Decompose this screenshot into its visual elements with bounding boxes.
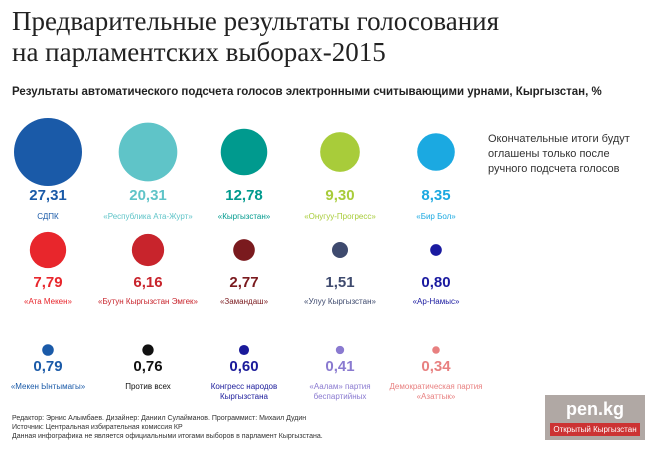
footer: Источник: Центральная избирательная коми… [12,424,183,431]
bubble [142,344,154,356]
chart-title: Предварительные результаты голосования н… [12,6,500,67]
value-label: 0,79 [33,358,63,375]
bubble [417,133,455,171]
bubble [335,345,345,355]
category-label: «Республика Ата-Журт» [103,212,193,221]
value-label: 7,79 [33,274,63,291]
bubble [332,242,348,258]
value-label: 1,51 [325,274,355,291]
bubble [14,118,82,186]
bubble [432,346,440,354]
value-label: 0,41 [325,358,355,375]
value-label: 6,16 [133,274,163,291]
category-label: Конгресс народов Кыргызстана [210,382,278,401]
category-label: «Ар-Намыс» [412,297,460,306]
value-label: 9,30 [325,187,355,204]
category-label: «Ата Мекен» [24,297,72,306]
bubble [118,122,178,182]
bubble [220,128,268,176]
footer: Редактор: Эрнис Алымбаев. Дизайнер: Дани… [12,415,307,422]
category-label: «Бутун Кыргызстан Эмгек» [98,297,198,306]
category-label: Демократическая партия «Азаттык» [389,382,483,401]
value-label: 2,77 [229,274,259,291]
value-label: 0,60 [229,358,259,375]
category-label: «Мекен Ынтымагы» [10,382,86,391]
bubble [233,239,255,261]
value-label: 20,31 [129,187,167,204]
bubble [320,132,360,172]
category-label: «Аалам» партия беспартийных [309,382,371,401]
value-label: 8,35 [421,187,451,204]
value-label: 0,76 [133,358,163,375]
logo-text: pen.kg [565,399,624,419]
value-label: 0,80 [421,274,451,291]
bubble [131,233,165,267]
value-label: 27,31 [29,187,67,204]
logo: pen.kg Открытый Кыргызстан [545,395,645,440]
footer: Данная инфографика не является официальн… [12,433,323,440]
bubble [42,344,54,356]
category-label: СДПК [37,212,59,221]
chart-subtitle: Результаты автоматического подсчета голо… [12,86,602,98]
category-label: «Улуу Кыргызстан» [304,297,376,306]
category-label: Против всех [125,382,171,391]
logo-text: Открытый Кыргызстан [550,423,640,436]
category-label: «Замандаш» [219,297,269,306]
note: Окончательные итоги будут оглашены тольк… [488,133,630,175]
bubble [430,244,442,256]
value-label: 12,78 [225,187,263,204]
bubble [29,231,67,269]
category-label: «Кыргызстан» [217,212,271,221]
category-label: «Бир Бол» [416,212,456,221]
bubble [238,344,250,356]
value-label: 0,34 [421,358,451,375]
category-label: «Онугуу-Прогресс» [304,212,376,221]
